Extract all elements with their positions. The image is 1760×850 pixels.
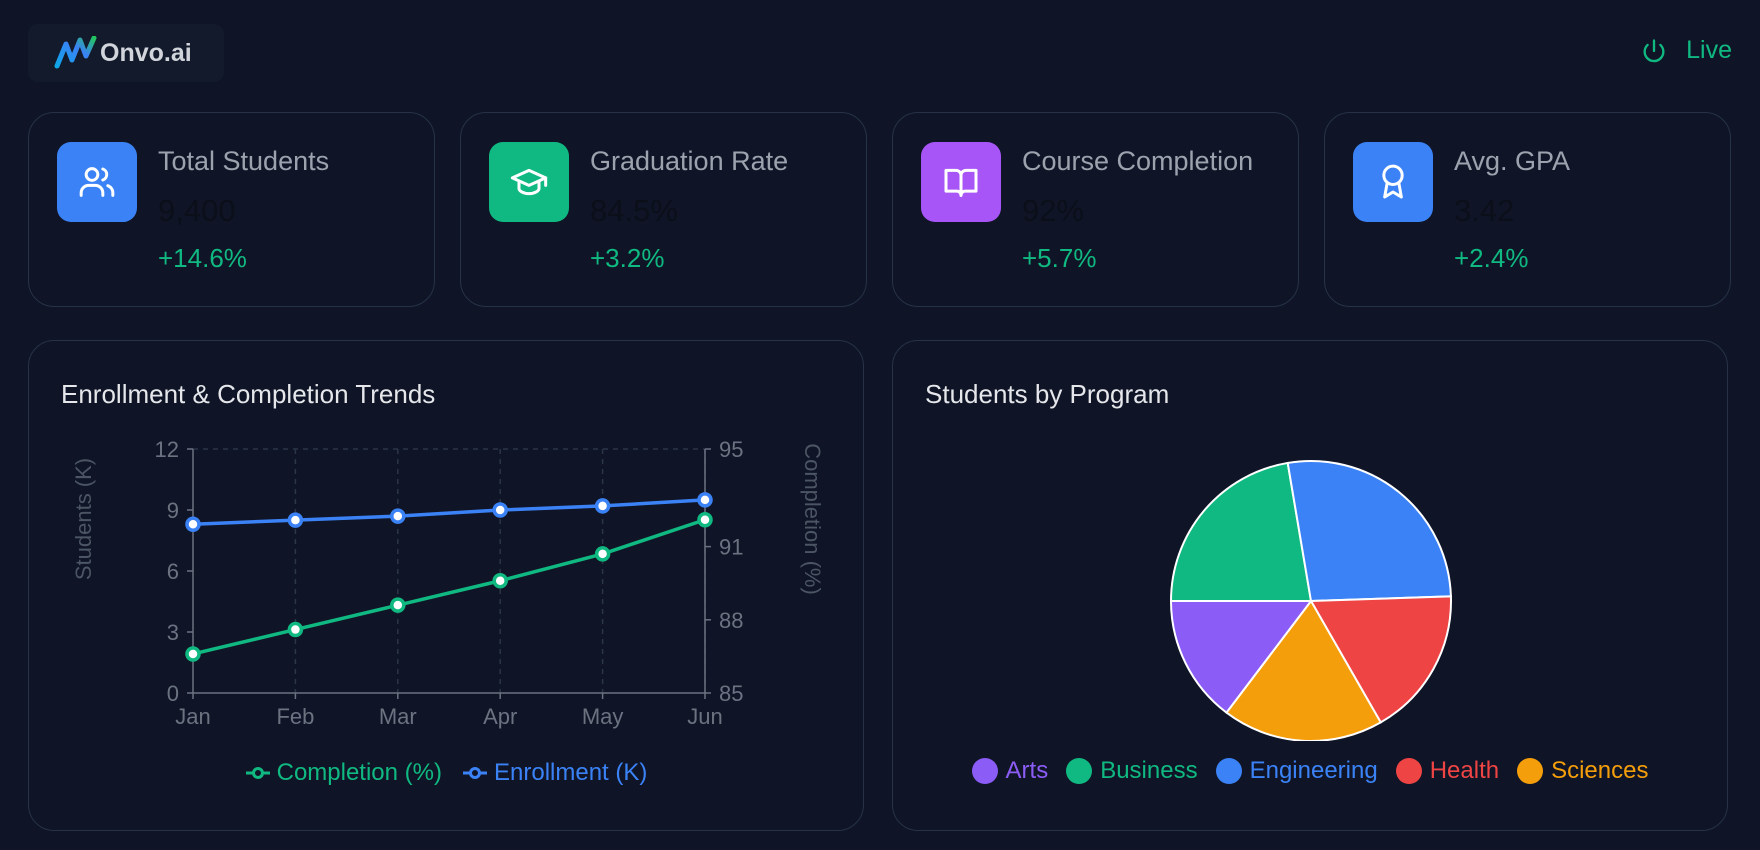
- y-axis-label-left: Students (K): [71, 458, 96, 580]
- data-point: [185, 646, 201, 662]
- kpi-value: 9,400: [158, 193, 236, 228]
- kpi-card-total-students: Total Students 9,400 +14.6%: [28, 112, 435, 307]
- kpi-value: 84.5%: [590, 193, 678, 228]
- x-tick-label: May: [582, 704, 624, 729]
- data-point: [492, 502, 508, 518]
- kpi-value: 92%: [1022, 193, 1085, 228]
- y-tick-label-left: 12: [155, 437, 179, 462]
- data-point: [594, 546, 611, 562]
- data-point: [697, 492, 713, 508]
- data-point: [287, 512, 304, 528]
- kpi-title: Avg. GPA: [1454, 146, 1571, 176]
- pie-slice-sciences: [1225, 599, 1383, 741]
- x-tick-label: Mar: [379, 704, 417, 729]
- legend-line-marker-icon: [245, 767, 270, 779]
- x-tick-label: Apr: [483, 704, 517, 729]
- graduation-cap-icon: [510, 168, 548, 196]
- legend-dot-icon: [971, 758, 998, 784]
- brand-name: Onvo.ai: [100, 38, 192, 67]
- kpi-icon-box: [1353, 142, 1433, 222]
- y-tick-label-right: 95: [719, 437, 743, 462]
- book-open-icon: [944, 168, 978, 197]
- kpi-value: 3.42: [1454, 193, 1515, 228]
- kpi-change: +5.7%: [1022, 243, 1097, 273]
- program-chart-title: Students by Program: [925, 379, 1170, 409]
- legend-item-engineering[interactable]: Engineering: [1215, 757, 1378, 785]
- legend-dot-icon: [1517, 758, 1544, 784]
- kpi-title: Course Completion: [1022, 146, 1254, 176]
- legend-label: Health: [1429, 757, 1500, 784]
- legend-item-arts[interactable]: Arts: [971, 757, 1049, 785]
- x-tick-label: Jun: [687, 704, 722, 729]
- live-label: Live: [1686, 36, 1732, 64]
- kpi-change: +2.4%: [1454, 243, 1529, 273]
- legend-dot-icon: [1215, 758, 1242, 784]
- power-icon: [1643, 38, 1665, 62]
- kpi-title: Graduation Rate: [590, 146, 789, 176]
- x-tick-label: Jan: [175, 704, 210, 729]
- header: Onvo.ai Live: [28, 24, 1732, 84]
- kpi-card-course-completion: Course Completion 92% +5.7%: [892, 112, 1299, 307]
- pie-chart-legend: Arts Business Engineering Health Sciences: [893, 757, 1727, 785]
- trend-chart-panel: Enrollment & Completion Trends 0 3 6 9 12 85 8…: [28, 340, 864, 831]
- program-chart-panel: Students by Program Arts Business Engineer…: [892, 340, 1728, 831]
- x-tick-label: Feb: [276, 704, 314, 729]
- y-tick-label-right: 88: [719, 608, 743, 633]
- legend-item[interactable]: Completion (%): [245, 759, 442, 787]
- kpi-title: Total Students: [158, 146, 330, 176]
- kpi-change: +14.6%: [158, 243, 247, 273]
- y-tick-label-left: 6: [167, 559, 179, 584]
- legend-item-sciences[interactable]: Sciences: [1517, 757, 1648, 785]
- line-chart-legend: Completion (%) Enrollment (K): [29, 759, 863, 787]
- legend-dot-icon: [1395, 758, 1422, 784]
- data-point: [697, 512, 713, 528]
- trend-chart-title: Enrollment & Completion Trends: [61, 379, 436, 409]
- kpi-change: +3.2%: [590, 243, 665, 273]
- data-point: [390, 508, 406, 524]
- y-tick-label-left: 0: [167, 681, 179, 706]
- legend-label: Completion (%): [276, 759, 442, 786]
- kpi-icon-box: [57, 142, 137, 222]
- pie-slice-health: [1309, 595, 1452, 724]
- series-line: [192, 518, 706, 656]
- legend-dot-icon: [1066, 758, 1093, 784]
- pie-chart: [1169, 460, 1452, 741]
- legend-label: Business: [1100, 757, 1198, 784]
- award-icon: [1382, 164, 1404, 199]
- y-tick-label-left: 3: [167, 620, 179, 645]
- series-line: [192, 498, 706, 526]
- legend-label: Arts: [1005, 757, 1049, 784]
- onvo-logo-icon: [54, 36, 97, 69]
- legend-item-business[interactable]: Business: [1066, 757, 1198, 785]
- line-chart: 0 3 6 9 12 85 88 91 95 Jan Feb Mar Apr May Jun Students…: [71, 437, 825, 729]
- y-tick-label-left: 9: [167, 498, 179, 523]
- legend-label: Engineering: [1249, 757, 1378, 784]
- y-tick-label-right: 91: [719, 535, 743, 560]
- legend-line-marker-icon: [463, 767, 487, 779]
- y-axis-label-right: Completion (%): [800, 443, 825, 595]
- pie-slice-arts: [1169, 600, 1314, 714]
- kpi-card-graduation-rate: Graduation Rate 84.5% +3.2%: [460, 112, 867, 307]
- y-tick-label-right: 85: [719, 681, 743, 706]
- live-status[interactable]: Live: [1640, 36, 1732, 65]
- data-point: [492, 573, 508, 589]
- brand-logo[interactable]: Onvo.ai: [28, 24, 224, 82]
- data-point: [185, 516, 201, 532]
- legend-label: Enrollment (K): [494, 759, 648, 786]
- kpi-card-avg-gpa: Avg. GPA 3.42 +2.4%: [1324, 112, 1731, 307]
- kpi-icon-box: [489, 142, 569, 222]
- data-point: [594, 498, 611, 514]
- data-point: [390, 597, 406, 613]
- legend-item[interactable]: Enrollment (K): [462, 759, 647, 787]
- legend-item-health[interactable]: Health: [1395, 757, 1500, 785]
- data-point: [287, 621, 304, 638]
- kpi-icon-box: [921, 142, 1001, 222]
- pie-slice-business: [1169, 461, 1313, 602]
- legend-label: Sciences: [1551, 757, 1649, 784]
- pie-slice-engineering: [1286, 460, 1452, 603]
- users-icon: [79, 167, 115, 197]
